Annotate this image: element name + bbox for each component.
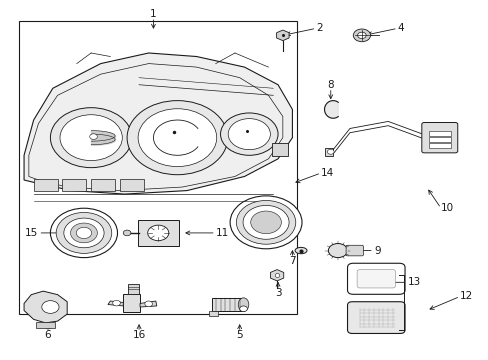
- Circle shape: [220, 113, 278, 155]
- Circle shape: [89, 134, 97, 139]
- Text: 15: 15: [25, 228, 39, 238]
- Text: 3: 3: [274, 288, 281, 298]
- Polygon shape: [324, 101, 338, 118]
- Bar: [120, 179, 143, 190]
- FancyBboxPatch shape: [421, 122, 457, 153]
- FancyBboxPatch shape: [346, 245, 363, 256]
- Circle shape: [147, 225, 168, 241]
- Bar: [212, 298, 243, 311]
- Ellipse shape: [294, 247, 306, 254]
- Circle shape: [50, 108, 132, 168]
- Text: 13: 13: [407, 277, 420, 287]
- Circle shape: [357, 32, 366, 39]
- Circle shape: [352, 29, 370, 42]
- Polygon shape: [108, 301, 123, 306]
- Circle shape: [41, 301, 59, 313]
- Circle shape: [236, 201, 295, 244]
- Circle shape: [250, 211, 281, 234]
- Polygon shape: [270, 270, 283, 281]
- Bar: [36, 322, 55, 328]
- Circle shape: [70, 223, 97, 243]
- Ellipse shape: [238, 298, 248, 311]
- Circle shape: [76, 227, 91, 239]
- Circle shape: [230, 196, 302, 249]
- Bar: [428, 137, 449, 142]
- Bar: [324, 148, 332, 156]
- Circle shape: [127, 101, 227, 175]
- Bar: [62, 179, 86, 190]
- FancyBboxPatch shape: [137, 220, 179, 246]
- Polygon shape: [24, 53, 292, 194]
- Text: 7: 7: [288, 256, 295, 266]
- Circle shape: [228, 118, 270, 150]
- Polygon shape: [276, 30, 288, 41]
- FancyBboxPatch shape: [347, 263, 404, 294]
- Text: 9: 9: [373, 246, 380, 256]
- Bar: [428, 143, 449, 148]
- Circle shape: [327, 149, 333, 154]
- Circle shape: [56, 212, 112, 253]
- Text: 14: 14: [321, 168, 334, 178]
- Circle shape: [144, 301, 152, 307]
- Text: 8: 8: [327, 80, 333, 90]
- Bar: [128, 284, 138, 294]
- Circle shape: [112, 300, 120, 306]
- Text: 12: 12: [459, 292, 472, 301]
- Text: 5: 5: [236, 330, 243, 340]
- FancyBboxPatch shape: [347, 302, 404, 333]
- Text: 11: 11: [215, 228, 228, 238]
- Circle shape: [60, 115, 122, 161]
- Circle shape: [138, 109, 216, 167]
- FancyBboxPatch shape: [356, 270, 395, 288]
- Text: 10: 10: [440, 203, 453, 213]
- FancyBboxPatch shape: [272, 143, 287, 156]
- Text: 1: 1: [150, 9, 157, 19]
- Circle shape: [243, 206, 288, 239]
- Polygon shape: [140, 301, 157, 307]
- Bar: [91, 179, 115, 190]
- Polygon shape: [24, 291, 67, 323]
- Bar: [34, 179, 58, 190]
- Text: 4: 4: [397, 23, 404, 33]
- Bar: [208, 311, 218, 316]
- Bar: [19, 21, 297, 314]
- Circle shape: [327, 243, 347, 258]
- Circle shape: [239, 306, 247, 312]
- Bar: [428, 131, 449, 136]
- Text: 16: 16: [132, 330, 145, 340]
- Circle shape: [64, 218, 104, 248]
- Text: 2: 2: [316, 23, 323, 33]
- Circle shape: [50, 208, 117, 258]
- Bar: [123, 294, 140, 312]
- Circle shape: [123, 230, 131, 236]
- Text: 6: 6: [44, 330, 51, 340]
